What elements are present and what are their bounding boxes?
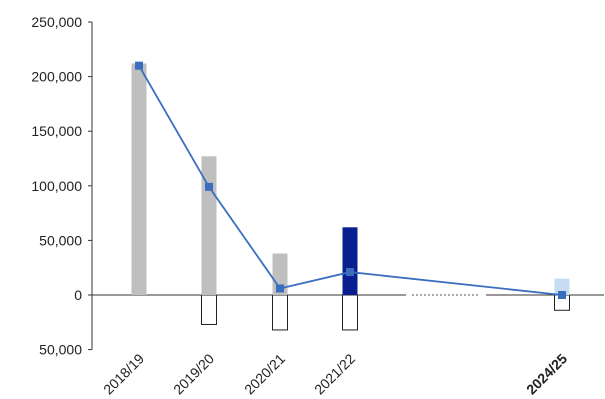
line-marker-2019/20 (205, 182, 213, 191)
x-tick-label: 2024/25 (523, 350, 570, 397)
line-marker-2021/22 (346, 268, 354, 277)
y-tick-label: 200,000 (31, 69, 82, 85)
x-tick-label: 2019/20 (170, 350, 217, 397)
y-tick-label: 50,000 (39, 342, 82, 358)
y-tick-label: 250,000 (31, 14, 82, 30)
y-tick-label: 0 (74, 287, 82, 303)
x-tick-label: 2021/22 (311, 350, 358, 397)
y-tick-label: 50,000 (39, 232, 82, 248)
outline-bar-2020/21 (272, 294, 288, 331)
positive-bars (131, 63, 570, 295)
line-marker-2020/21 (276, 284, 284, 293)
line-marker-2024/25 (558, 291, 566, 299)
bar-2021/22 (342, 227, 358, 295)
y-tick-label: 150,000 (31, 123, 82, 139)
y-tick-label: 100,000 (31, 178, 82, 194)
line-marker-2018/19 (135, 61, 143, 70)
tick-labels: 250,000 200,000 150,000 100,000 50,000 0 50,00… (31, 14, 570, 398)
trend-line-layer (135, 61, 566, 299)
outline-bar-2019/20 (201, 294, 217, 325)
negative-bars (201, 294, 570, 331)
outline-bar-2021/22 (342, 294, 358, 331)
x-tick-label: 2020/21 (241, 350, 288, 397)
bar-2024/25 (554, 278, 570, 295)
x-tick-label: 2018/19 (100, 350, 147, 397)
bar-2018/19 (131, 63, 147, 295)
